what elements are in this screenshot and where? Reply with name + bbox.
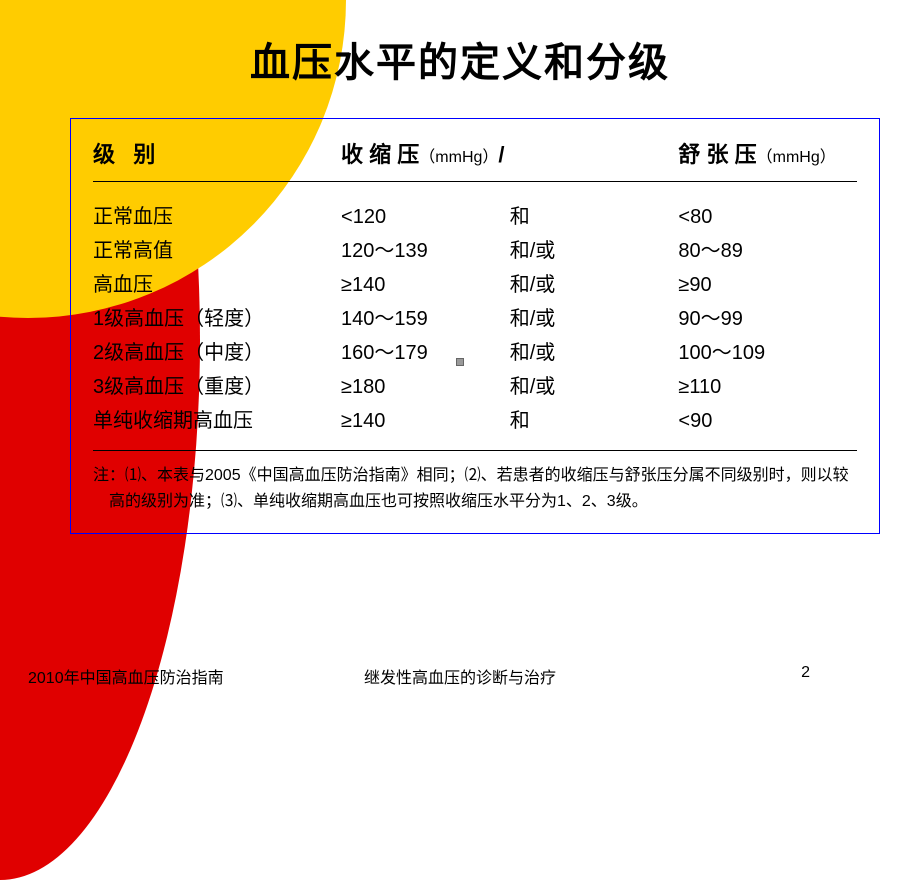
cell-conj: 和 [510,200,679,234]
table-row: 正常血压 <120 和 <80 [93,200,857,234]
cell-conj: 和/或 [510,336,679,370]
cell-cat: 1级高血压（轻度） [93,302,341,336]
header-diastolic: 舒 张 压（mmHg） [678,137,857,169]
slide-title: 血压水平的定义和分级 [40,30,880,88]
cell-conj: 和 [510,404,679,438]
cell-sys: 160～179 [341,336,510,370]
header-cat1: 级 [93,142,115,167]
table-row: 高血压 ≥140 和/或 ≥90 [93,268,857,302]
cell-cat: 2级高血压（中度） [93,336,341,370]
cell-cat: 单纯收缩期高血压 [93,404,341,438]
cell-conj: 和/或 [510,302,679,336]
table-note: 注：⑴、本表与2005《中国高血压防治指南》相同；⑵、若患者的收缩压与舒张压分属… [93,463,857,515]
cell-dia: <80 [678,200,857,234]
cell-dia: 80～89 [678,234,857,268]
header-dia-unit: （mmHg） [757,149,836,166]
cell-cat: 正常血压 [93,200,341,234]
header-spacer [539,137,678,169]
footer-guide-text: 2010年中国高血压防治指南 [28,670,224,687]
cell-sys: 120～139 [341,234,510,268]
cell-cat: 高血压 [93,268,341,302]
table-row: 单纯收缩期高血压 ≥140 和 <90 [93,404,857,438]
header-dia-label: 舒 张 压 [678,142,756,167]
slide-content: 血压水平的定义和分级 级 别 收 缩 压（mmHg）/ 舒 张 压（mmHg） … [0,0,920,534]
table-row: 1级高血压（轻度） 140～159 和/或 90～99 [93,302,857,336]
header-systolic: 收 缩 压（mmHg）/ [341,137,539,169]
header-category: 级 别 [93,137,341,169]
cell-cat: 正常高值 [93,234,341,268]
cell-dia: 90～99 [678,302,857,336]
cell-dia: ≥110 [678,370,857,404]
cell-dia: ≥90 [678,268,857,302]
table-row: 3级高血压（重度） ≥180 和/或 ≥110 [93,370,857,404]
cell-sys: ≥180 [341,370,510,404]
table-header-row: 级 别 收 缩 压（mmHg）/ 舒 张 压（mmHg） [93,137,857,182]
footer-page-number: 2 [801,664,810,682]
cell-conj: 和/或 [510,234,679,268]
cell-conj: 和/或 [510,268,679,302]
table-row: 2级高血压（中度） 160～179 和/或 100～109 [93,336,857,370]
cell-dia: <90 [678,404,857,438]
cell-sys: ≥140 [341,404,510,438]
cell-sys: ≥140 [341,268,510,302]
cell-cat: 3级高血压（重度） [93,370,341,404]
table-body: 正常血压 <120 和 <80 正常高值 120～139 和/或 80～89 高… [93,200,857,451]
header-sys-label: 收 缩 压 [341,142,419,167]
header-sys-unit: （mmHg） [419,149,498,166]
footer-center-text: 继发性高血压的诊断与治疗 [364,664,556,688]
classification-table: 级 别 收 缩 压（mmHg）/ 舒 张 压（mmHg） 正常血压 <120 和… [70,118,880,534]
header-cat2: 别 [133,142,155,167]
cell-dia: 100～109 [678,336,857,370]
footer-left-text: 2010年中国高血压防治指南 [28,664,224,688]
center-marker-icon [456,358,464,366]
header-slash: / [498,142,504,167]
cell-conj: 和/或 [510,370,679,404]
cell-sys: 140～159 [341,302,510,336]
cell-sys: <120 [341,200,510,234]
table-row: 正常高值 120～139 和/或 80～89 [93,234,857,268]
